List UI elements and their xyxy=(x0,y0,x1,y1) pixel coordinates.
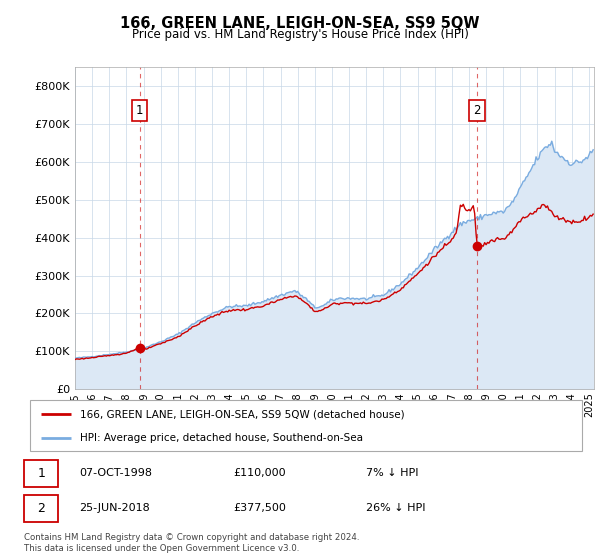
Text: 166, GREEN LANE, LEIGH-ON-SEA, SS9 5QW (detached house): 166, GREEN LANE, LEIGH-ON-SEA, SS9 5QW (… xyxy=(80,409,404,419)
Text: 1: 1 xyxy=(37,466,45,480)
Text: Price paid vs. HM Land Registry's House Price Index (HPI): Price paid vs. HM Land Registry's House … xyxy=(131,28,469,41)
Bar xyxy=(24,495,58,521)
Text: 25-JUN-2018: 25-JUN-2018 xyxy=(79,503,150,513)
Text: 7% ↓ HPI: 7% ↓ HPI xyxy=(366,468,419,478)
Text: 2: 2 xyxy=(473,104,481,117)
Text: 26% ↓ HPI: 26% ↓ HPI xyxy=(366,503,426,513)
Text: £377,500: £377,500 xyxy=(234,503,287,513)
Text: Contains HM Land Registry data © Crown copyright and database right 2024.
This d: Contains HM Land Registry data © Crown c… xyxy=(24,533,359,553)
Text: HPI: Average price, detached house, Southend-on-Sea: HPI: Average price, detached house, Sout… xyxy=(80,433,362,443)
Text: 07-OCT-1998: 07-OCT-1998 xyxy=(79,468,152,478)
Text: 166, GREEN LANE, LEIGH-ON-SEA, SS9 5QW: 166, GREEN LANE, LEIGH-ON-SEA, SS9 5QW xyxy=(120,16,480,31)
Text: 2: 2 xyxy=(37,502,45,515)
Text: 1: 1 xyxy=(136,104,143,117)
Text: £110,000: £110,000 xyxy=(234,468,286,478)
Bar xyxy=(24,460,58,487)
